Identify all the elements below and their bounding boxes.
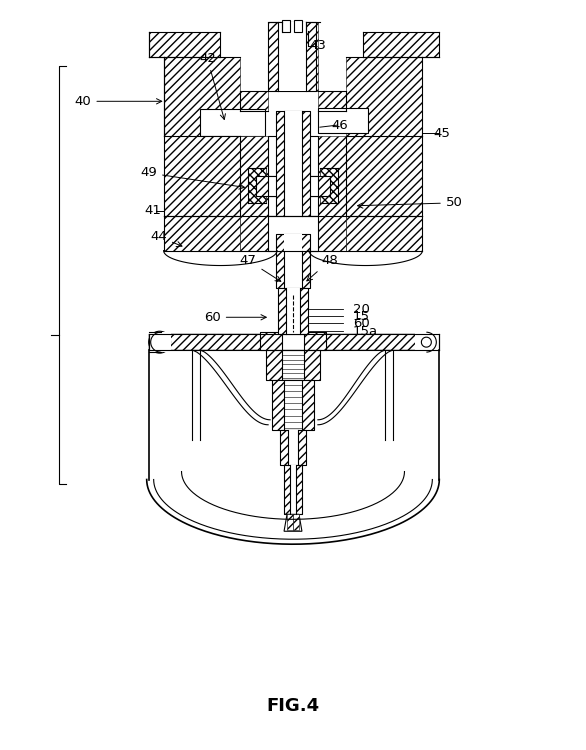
Bar [256, 176, 330, 196]
Bar [363, 32, 440, 56]
Text: 43: 43 [309, 39, 326, 52]
Bar [278, 289, 288, 334]
Bar [288, 430, 298, 464]
Text: 40: 40 [74, 94, 162, 108]
Bar [284, 464, 292, 514]
Text: 44: 44 [150, 230, 182, 247]
Text: 60: 60 [204, 310, 266, 324]
Bar [272, 380, 314, 430]
Bar [268, 22, 316, 92]
Bar [294, 464, 302, 514]
Text: 42: 42 [199, 52, 226, 119]
Bar [163, 216, 240, 250]
Bar [272, 380, 286, 430]
Bar [346, 216, 423, 250]
Bar [266, 350, 320, 380]
Polygon shape [284, 514, 302, 531]
Text: 15a: 15a [353, 325, 378, 338]
Bar [276, 111, 310, 216]
Bar [260, 332, 284, 350]
Bar [300, 380, 314, 430]
Bar [302, 350, 320, 380]
Text: 47: 47 [240, 254, 281, 281]
Bar [260, 332, 326, 350]
Text: 45: 45 [434, 127, 451, 140]
Bar [276, 234, 286, 289]
Bar [276, 111, 290, 216]
Bar [278, 22, 306, 92]
Text: 46: 46 [332, 118, 348, 132]
Bar [284, 234, 302, 289]
Bar [290, 464, 296, 514]
Bar [248, 168, 266, 202]
Bar [282, 332, 304, 350]
Text: 20: 20 [353, 303, 370, 316]
Text: 15: 15 [353, 310, 370, 322]
Text: 48: 48 [307, 254, 338, 280]
Bar [240, 136, 268, 216]
Bar [240, 216, 268, 250]
Bar [280, 430, 290, 464]
Bar [268, 136, 318, 216]
Bar [284, 380, 302, 430]
Bar [200, 110, 265, 136]
Bar [286, 289, 300, 334]
Bar [296, 430, 306, 464]
Bar [268, 22, 292, 92]
Bar [346, 136, 423, 216]
Bar [256, 176, 330, 196]
Bar [149, 32, 220, 56]
Bar [318, 108, 367, 134]
Bar [318, 92, 346, 111]
Bar [284, 111, 302, 216]
Bar [149, 334, 440, 350]
Bar [266, 350, 284, 380]
Bar [163, 136, 240, 216]
Bar [302, 332, 326, 350]
Bar [287, 514, 293, 530]
Bar [415, 332, 440, 352]
Text: 60: 60 [353, 316, 369, 330]
Bar [320, 168, 338, 202]
Bar [318, 136, 346, 216]
Bar [298, 289, 308, 334]
Bar [300, 234, 310, 289]
Bar [346, 56, 423, 136]
Text: 50: 50 [357, 196, 463, 209]
Bar [276, 234, 310, 289]
Text: 41: 41 [144, 204, 161, 218]
Bar [294, 20, 302, 32]
Bar [282, 20, 290, 32]
Bar [268, 216, 318, 250]
Bar [163, 56, 240, 136]
Bar [149, 332, 171, 352]
Bar [280, 430, 306, 464]
Bar [318, 216, 346, 250]
Bar [282, 350, 304, 380]
Bar [294, 22, 318, 92]
Bar [278, 289, 308, 334]
Bar [268, 176, 318, 196]
Text: 49: 49 [140, 166, 244, 189]
Bar [296, 111, 310, 216]
Text: FIG.4: FIG.4 [267, 698, 319, 715]
Bar [284, 464, 302, 514]
Bar [293, 514, 299, 530]
Bar [240, 92, 268, 111]
